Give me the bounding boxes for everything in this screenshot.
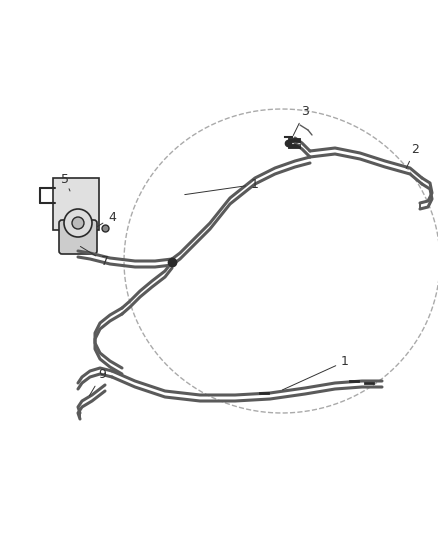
Circle shape (72, 217, 84, 229)
FancyBboxPatch shape (53, 178, 99, 230)
Text: 5: 5 (61, 173, 70, 191)
Text: 7: 7 (80, 246, 109, 268)
Text: 2: 2 (405, 143, 418, 168)
Text: 1: 1 (184, 178, 258, 195)
FancyBboxPatch shape (59, 220, 97, 254)
Text: 3: 3 (293, 105, 308, 135)
Circle shape (64, 209, 92, 237)
Text: 9: 9 (89, 368, 106, 395)
Text: 4: 4 (97, 211, 116, 227)
Text: 1: 1 (282, 355, 348, 390)
